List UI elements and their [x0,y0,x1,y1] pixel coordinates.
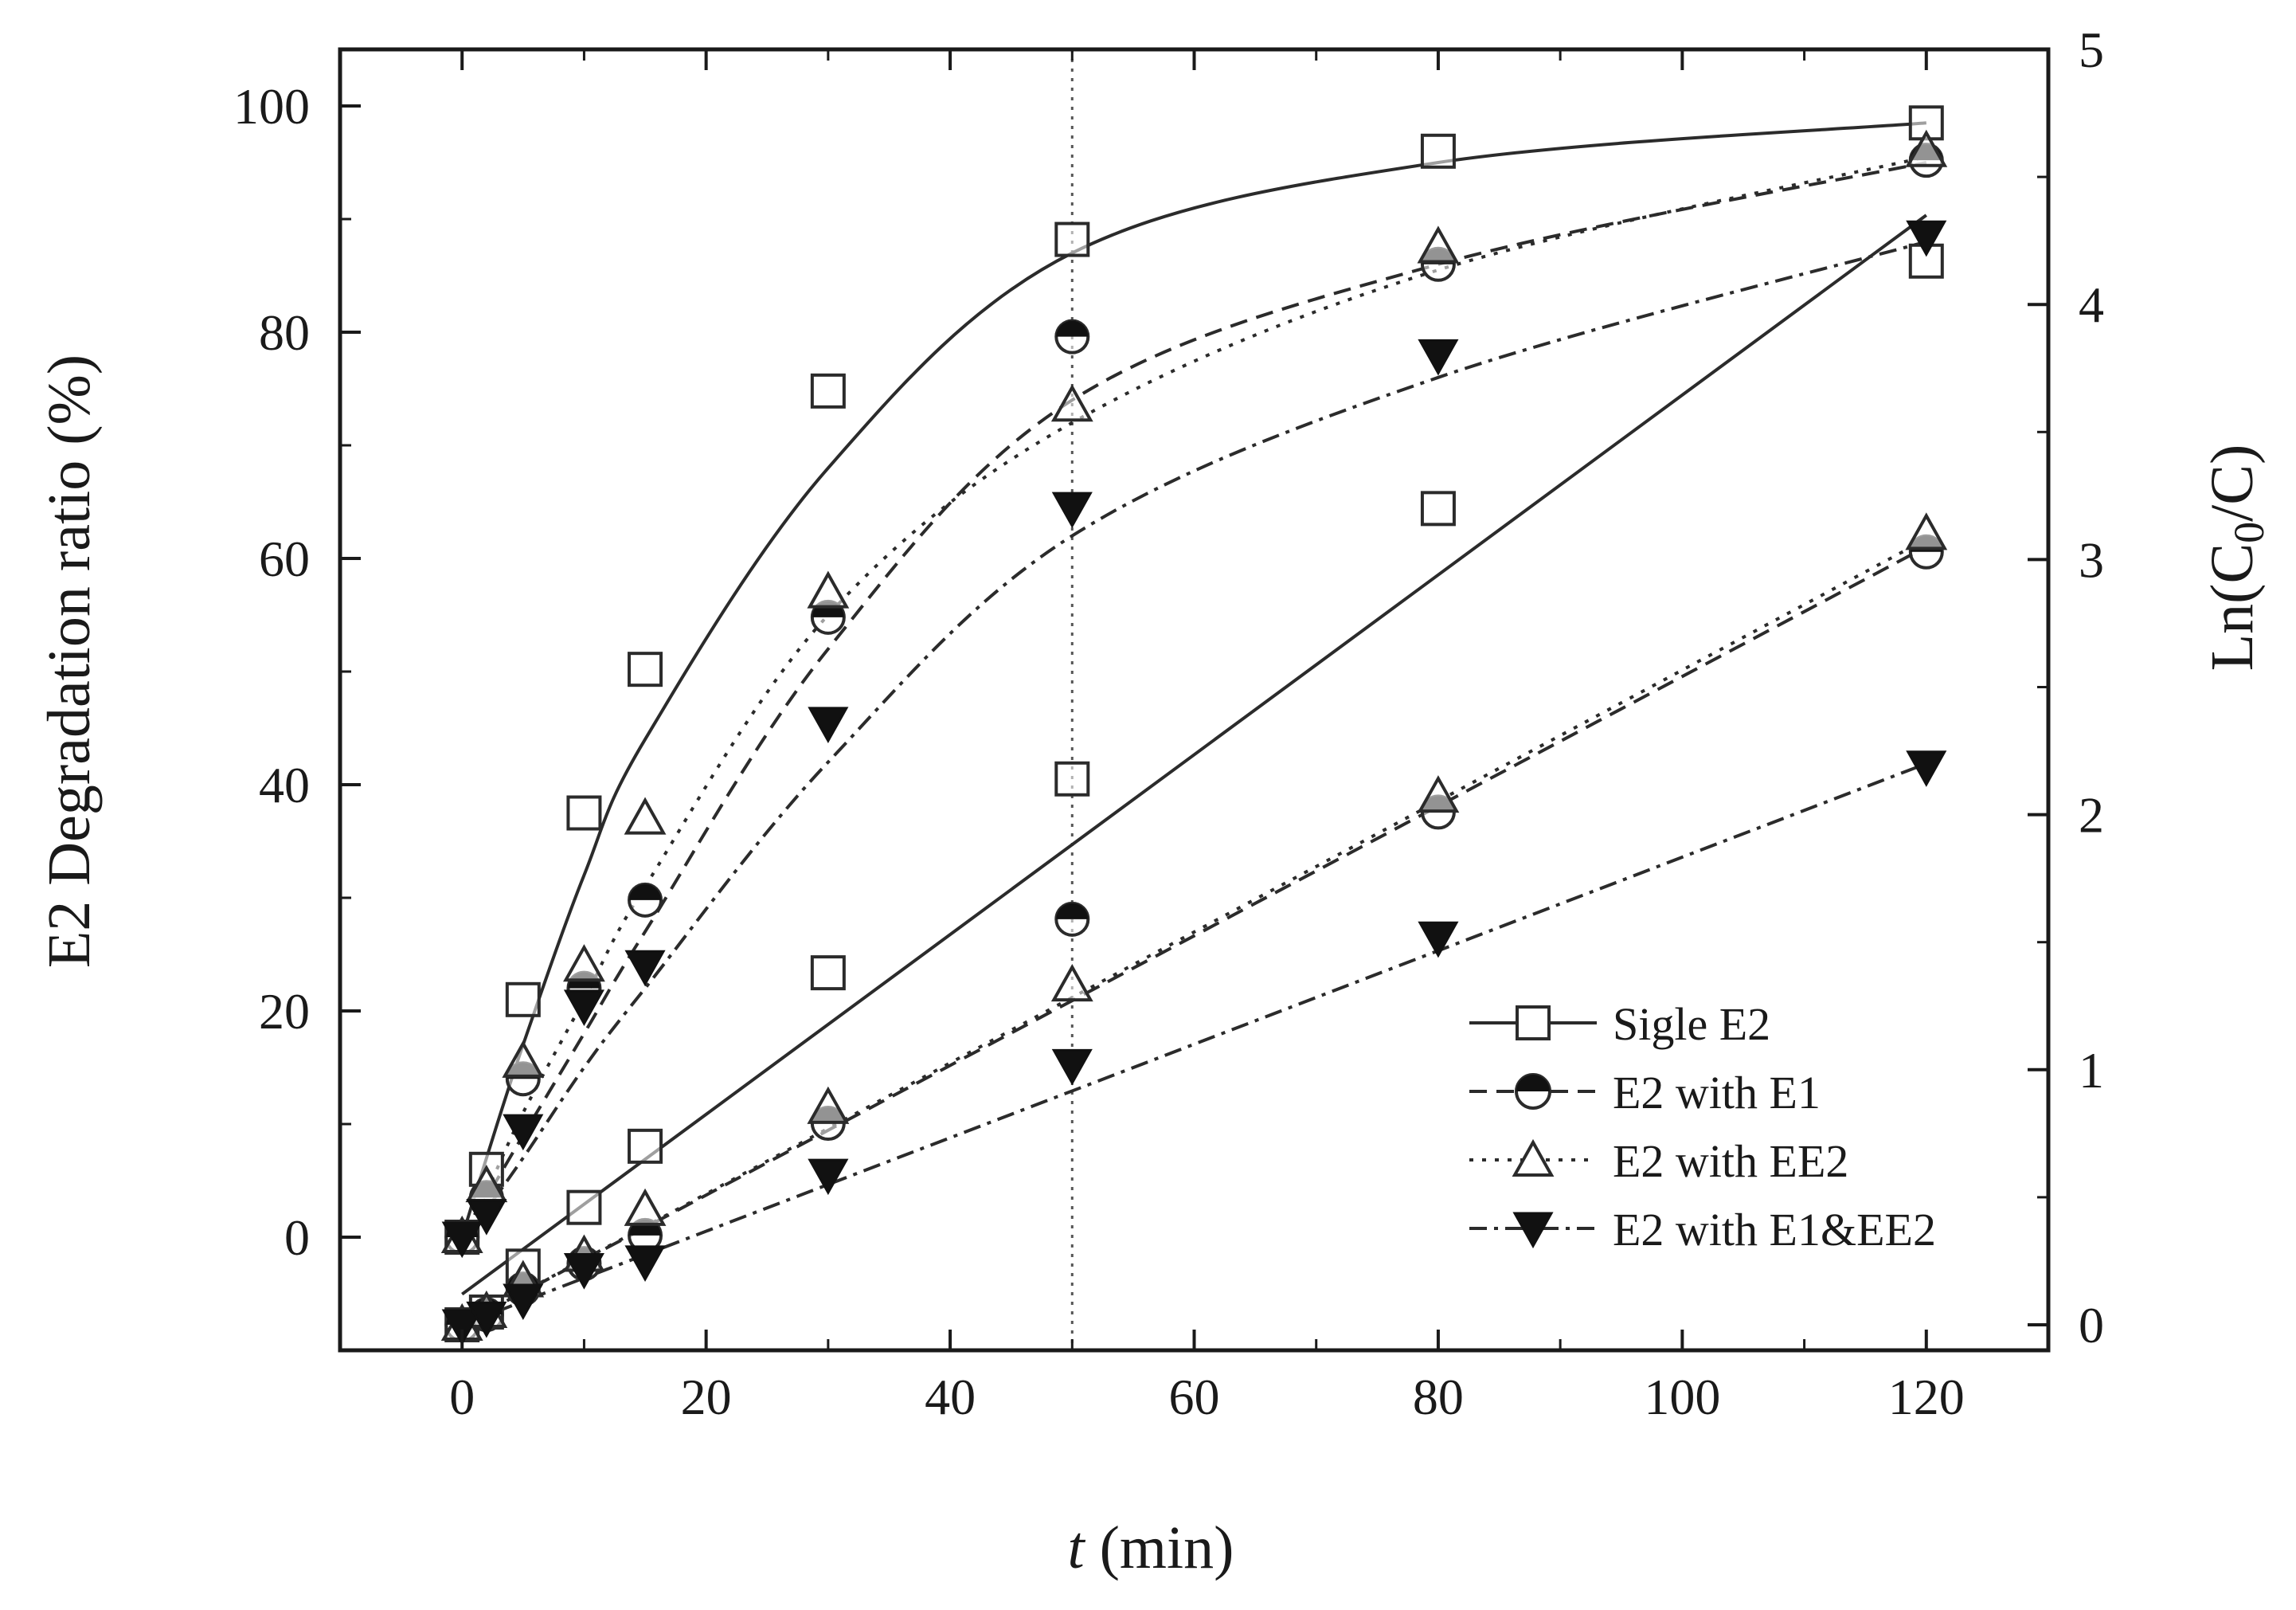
ln-marker-s3-6 [1051,1048,1093,1086]
x-axis-title-rest: (min) [1085,1514,1234,1581]
x-tick-label-80: 80 [1413,1369,1464,1425]
y2-tick-label-4: 4 [2079,276,2104,333]
legend-entry-e2-with-e1ee2: E2 with E1&EE2 [1469,1204,1936,1255]
legend-entry-e2-with-e1: E2 with E1 [1469,1067,1821,1118]
degradation-marker-s2-4 [624,797,667,835]
ln-marker-s2-5 [807,1086,850,1124]
ln-marker-s1-6-fill [1056,903,1089,919]
degradation-marker-s3-8 [1906,220,1947,257]
x-tick-label-60: 60 [1169,1369,1220,1425]
legend-label-sigle-e2: Sigle E2 [1613,998,1770,1050]
ln-marker-s2-6 [1050,964,1093,1002]
x-axis-title-italic: t [1068,1514,1086,1581]
ln-marker-s3-7 [1418,921,1459,958]
y2-tick-label-2: 2 [2079,787,2104,844]
ln-marker-s0-4 [628,1128,663,1164]
y2-tick-label-5: 5 [2079,22,2104,78]
ln-marker-s0-7 [1420,491,1456,527]
y-tick-label-100: 100 [233,78,310,135]
legend-marker-e2-with-e1ee2 [1512,1212,1554,1249]
degradation-marker-s2-6 [1050,384,1093,422]
degradation-fit-series-2 [460,155,1927,1238]
y2-title-sub: 0 [2225,522,2273,543]
degradation-marker-s1-6-fill [1056,320,1089,337]
y2-title-post: /C) [2199,445,2266,522]
legend-entry-sigle-e2: Sigle E2 [1469,998,1770,1050]
ln-marker-s3-3 [563,1253,604,1290]
x-tick-label-40: 40 [925,1369,976,1425]
degradation-marker-s0-7 [1420,133,1456,169]
degradation-marker-s2-7 [1417,225,1460,264]
ln-marker-s3-2 [503,1283,544,1321]
degradation-marker-s1-4 [628,882,663,918]
ln-marker-s2-8 [1905,512,1948,550]
x-axis-title: t (min) [1068,1514,1234,1581]
degradation-marker-s3-3 [563,989,604,1026]
degradation-marker-s3-0 [441,1221,483,1259]
degradation-marker-s3-4 [624,950,666,987]
ln-marker-s3-1 [466,1301,507,1338]
y2-tick-label-1: 1 [2079,1042,2104,1099]
degradation-fit-series-3 [460,240,1927,1239]
degradation-marker-s2-8 [1905,129,1948,167]
axis-ticks: 0 20 40 60 80 100 120 0 20 40 60 80 100 0 1 2 3 4 5 [233,22,2104,1425]
legend-marker-sigle-e2 [1516,1005,1551,1040]
ln-marker-s0-3 [566,1189,602,1225]
ln-marker-s3-8 [1906,750,1947,787]
x-tick-label-20: 20 [681,1369,732,1425]
degradation-marker-s2-3 [563,944,605,982]
legend: Sigle E2 E2 with E1 E2 with EE2 E2 with … [1469,998,1936,1255]
y2-tick-label-0: 0 [2079,1297,2104,1353]
y-tick-label-0: 0 [284,1209,310,1266]
degradation-marker-s3-1 [466,1199,507,1236]
y-tick-label-60: 60 [259,531,310,587]
y-tick-label-40: 40 [259,757,310,813]
ln-fit-series-1 [461,545,1927,1326]
degradation-marker-s3-6 [1051,492,1093,529]
legend-marker-e2-with-ee2 [1512,1138,1555,1177]
legend-label-e2-with-e1: E2 with E1 [1613,1067,1821,1118]
y-tick-label-80: 80 [259,304,310,361]
y-tick-label-20: 20 [259,983,310,1040]
ln-fit-series-0 [461,213,1927,1296]
x-tick-label-100: 100 [1644,1369,1720,1425]
legend-label-e2-with-e1ee2: E2 with E1&EE2 [1613,1204,1936,1255]
y2-tick-label-3: 3 [2079,531,2104,588]
degradation-marker-s3-2 [503,1114,544,1151]
x-tick-label-120: 120 [1888,1369,1965,1425]
legend-label-e2-with-ee2: E2 with EE2 [1613,1135,1848,1187]
degradation-marker-s0-2 [505,981,541,1017]
ln-marker-s2-4 [624,1188,667,1226]
y2-title-pre: Ln(C [2199,543,2266,671]
y-axis-title: E2 Degradation ratio (%) [36,355,103,968]
x-tick-label-0: 0 [449,1369,475,1425]
degradation-marker-s2-5 [807,570,850,609]
ln-fit-series-3 [461,762,1927,1326]
legend-marker-e2-with-e1-fill [1516,1075,1550,1091]
ln-marker-s3-0 [441,1309,483,1346]
ln-fit-series-2 [461,538,1927,1326]
ln-marker-s2-7 [1417,775,1460,813]
degradation-marker-s0-4 [628,652,663,687]
degradation-marker-s1-6 [1054,319,1090,355]
ln-marker-s3-5 [808,1158,849,1196]
legend-entry-e2-with-ee2: E2 with EE2 [1469,1135,1848,1187]
degradation-marker-s0-6 [1054,221,1090,257]
degradation-marker-s1-4-fill [629,883,662,900]
degradation-marker-s2-2 [502,1040,545,1078]
degradation-marker-s0-3 [566,795,602,831]
degradation-marker-s3-5 [808,707,849,743]
ln-marker-s3-4 [624,1245,666,1282]
ln-marker-s1-6 [1054,901,1090,937]
y2-axis-title: Ln(C0/C) [2199,445,2273,672]
degradation-marker-s0-5 [810,373,846,409]
degradation-marker-s3-7 [1418,339,1459,376]
ln-marker-s0-6 [1054,761,1090,797]
ln-marker-s0-5 [810,955,846,991]
